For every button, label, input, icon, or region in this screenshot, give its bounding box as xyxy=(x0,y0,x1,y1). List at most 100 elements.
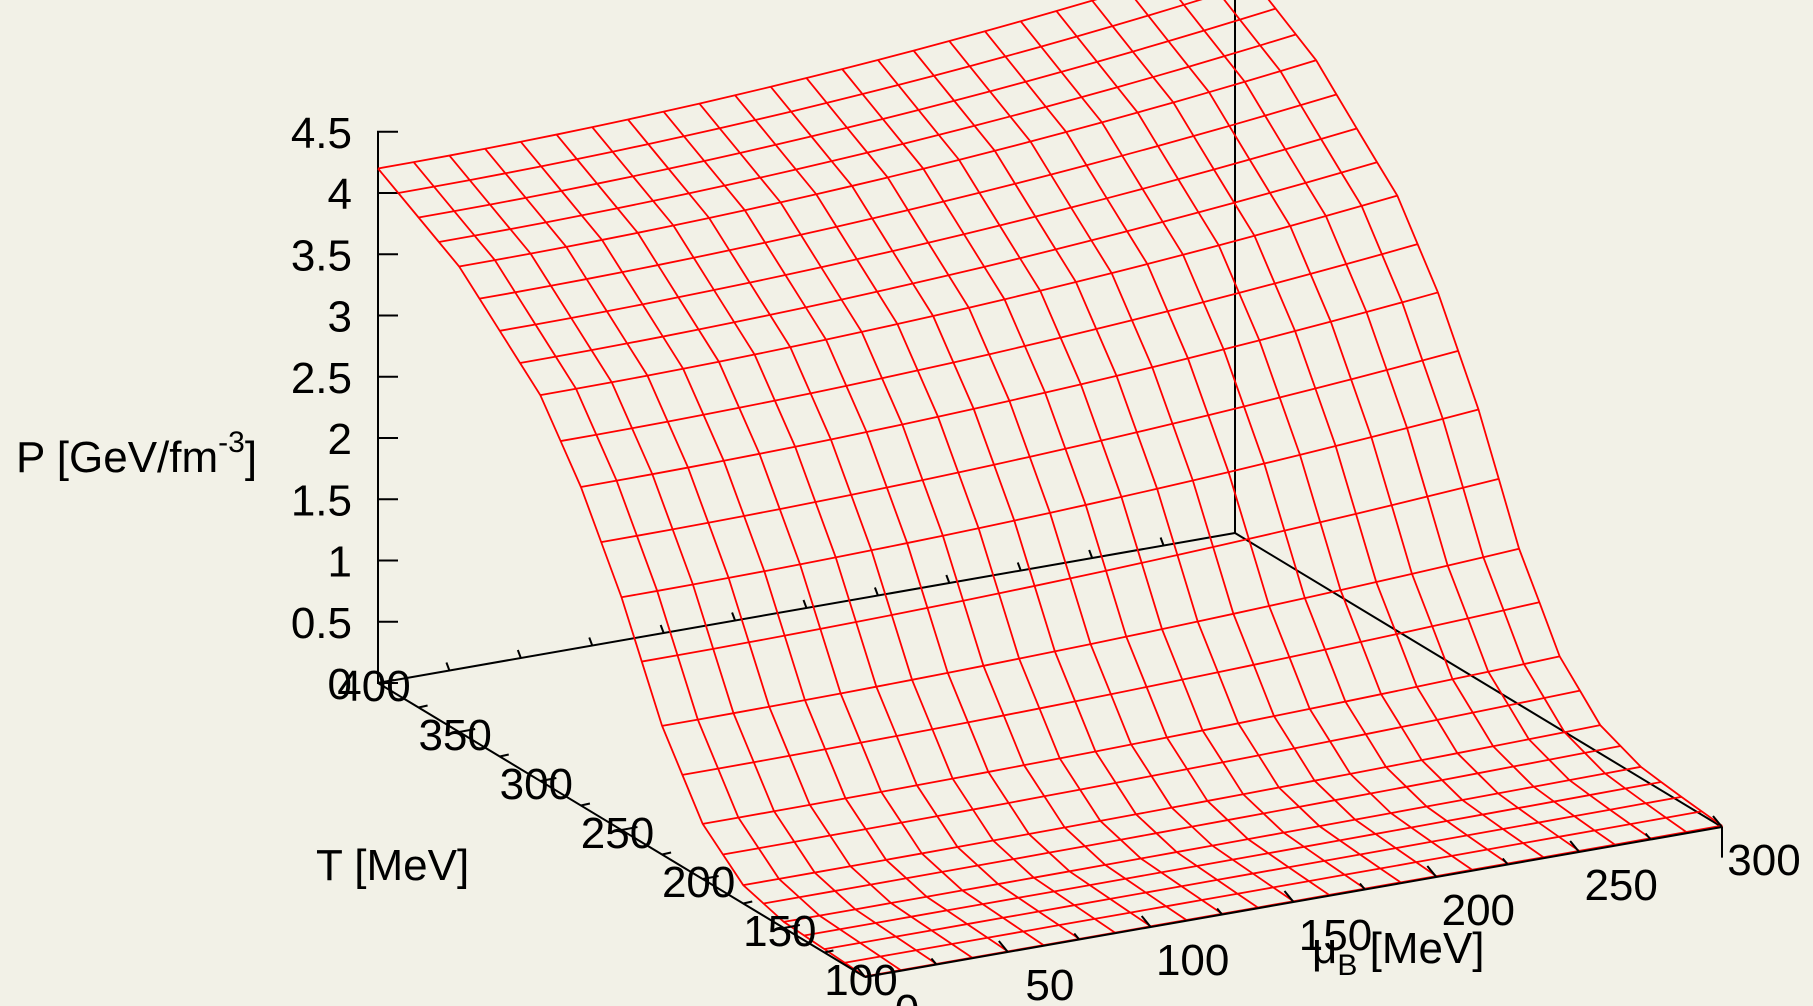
mu-axis-title: μB [MeV] xyxy=(1312,924,1485,982)
surface-line-const-mu xyxy=(1178,0,1652,840)
mu-axis-tick xyxy=(1283,890,1295,903)
surface-line-const-t xyxy=(722,689,1581,856)
z-axis-tick-label: 0.5 xyxy=(291,599,352,648)
front-axes: 100150200250300350400050100150200250300 xyxy=(337,662,1800,1006)
back-mu-tick xyxy=(659,624,665,634)
mu-axis-tick xyxy=(1140,915,1152,928)
surface-line-const-t xyxy=(601,350,1459,544)
t-axis-tick-label: 200 xyxy=(662,858,735,907)
z-axis-tick-label: 1 xyxy=(328,538,352,587)
back-mu-tick xyxy=(802,599,808,609)
surface-line-const-t xyxy=(459,59,1317,268)
mu-axis-tick-label: 0 xyxy=(895,986,919,1006)
surface-line-const-t xyxy=(661,547,1520,727)
surface-line-const-mu xyxy=(698,102,1187,921)
t-axis-title: T [MeV] xyxy=(316,841,469,890)
surface-line-const-mu xyxy=(1091,0,1580,852)
t-axis-tick xyxy=(621,826,638,831)
mu-axis-tick xyxy=(855,965,866,978)
surface-line-const-mu xyxy=(627,118,1116,934)
surface-line-const-mu xyxy=(1223,0,1687,833)
mu-axis-minor-tick xyxy=(1644,832,1652,841)
t-axis-minor-tick xyxy=(743,900,753,905)
z-axis-tick-label: 2.5 xyxy=(291,354,352,403)
surface-line-const-t xyxy=(377,0,1098,170)
mu-axis-minor-tick xyxy=(930,957,938,966)
surface-line-const-t xyxy=(621,408,1479,599)
z-axis-tick-label: 4.5 xyxy=(291,109,352,158)
back-mu-tick xyxy=(1159,537,1165,546)
mu-axis-minor-tick xyxy=(1216,907,1223,916)
surface-line-const-mu xyxy=(770,86,1259,909)
z-axis-title: P [GeV/fm-3] xyxy=(16,426,257,482)
mu-axis-minor-tick xyxy=(1073,932,1081,941)
t-axis-tick xyxy=(377,679,395,684)
surface-line-const-mu xyxy=(1020,20,1509,865)
surface-line-const-t xyxy=(743,724,1601,887)
back-mu-tick xyxy=(445,662,451,671)
t-axis-tick xyxy=(458,728,476,733)
t-axis-minor-tick xyxy=(824,949,834,954)
surface-line-const-t xyxy=(702,655,1560,825)
t-axis-tick-label: 400 xyxy=(337,662,410,711)
surface-line-const-mu xyxy=(1134,0,1616,846)
t-axis-tick xyxy=(702,875,719,880)
t-axis-tick-label: 250 xyxy=(581,809,654,858)
surface-line-const-mu xyxy=(1267,0,1723,827)
surface-line-const-mu xyxy=(448,154,937,965)
surface-line-const-mu xyxy=(413,161,902,971)
t-axis-minor-tick xyxy=(499,753,509,758)
z-axis-tick-label: 4 xyxy=(328,170,352,219)
mu-axis-tick-label: 200 xyxy=(1442,886,1515,935)
mu-axis-tick-label: 50 xyxy=(1025,961,1074,1006)
mu-axis-tick-label: 100 xyxy=(1156,936,1229,985)
t-axis-minor-tick xyxy=(418,704,428,709)
z-axis-tick-label: 1.5 xyxy=(291,476,352,525)
surface-line-const-mu xyxy=(912,50,1402,884)
t-axis-tick xyxy=(783,924,801,929)
surface-line-const-mu xyxy=(841,68,1330,896)
surface-line-const-t xyxy=(499,127,1358,332)
mu-axis-minor-tick xyxy=(1501,857,1509,866)
z-axis-tick-label: 0 xyxy=(328,660,352,709)
mu-axis-tick xyxy=(1426,865,1438,878)
surface-line-const-t xyxy=(519,161,1378,364)
mu-axis-tick-label: 150 xyxy=(1299,911,1372,960)
surface-line-const-mu xyxy=(734,94,1223,915)
back-mu-tick xyxy=(516,649,522,659)
surface-line-const-mu xyxy=(520,141,1009,953)
back-mu-tick xyxy=(588,637,594,646)
t-axis-tick xyxy=(540,777,557,782)
t-axis-tick-label: 300 xyxy=(500,760,573,809)
t-axis-tick-label: 100 xyxy=(824,956,897,1005)
mu-axis-tick xyxy=(998,940,1009,953)
mu-axis-minor-tick xyxy=(1359,882,1366,891)
mu-axis-tick xyxy=(1712,815,1723,828)
surface-line-const-mu xyxy=(662,111,1152,928)
pressure-surface xyxy=(377,0,1723,978)
mu-axis-tick xyxy=(1569,840,1580,853)
mu-axis-tick-label: 300 xyxy=(1727,836,1800,885)
surface-line-const-mu xyxy=(377,167,866,978)
z-axis-tick-label: 2 xyxy=(328,415,352,464)
t-axis-tick xyxy=(864,973,882,978)
mu-axis-tick-label: 250 xyxy=(1584,861,1657,910)
z-axis-tick-label: 3.5 xyxy=(291,231,352,280)
t-axis-tick-label: 350 xyxy=(418,711,491,760)
back-mu-tick xyxy=(1088,549,1094,559)
surface-line-const-mu xyxy=(948,40,1437,877)
t-axis-tick-label: 150 xyxy=(743,907,816,956)
surface-line-const-mu xyxy=(591,126,1080,940)
back-mu-tick xyxy=(945,574,951,584)
surface-line-const-mu xyxy=(805,77,1295,902)
surface-line-const-mu xyxy=(1055,10,1544,858)
surface-line-const-mu xyxy=(984,30,1473,871)
back-mu-tick xyxy=(731,612,737,621)
surface-line-const-mu xyxy=(555,133,1045,946)
surface-line-const-mu xyxy=(484,148,973,959)
back-t-baseline xyxy=(1234,532,1723,828)
back-axes: 0 0.5 1 1.5 2 2.5 3 3.5 4 4.5 xyxy=(291,0,1723,828)
t-axis-minor-tick xyxy=(661,851,672,856)
z-axis-tick-label: 3 xyxy=(328,293,352,342)
